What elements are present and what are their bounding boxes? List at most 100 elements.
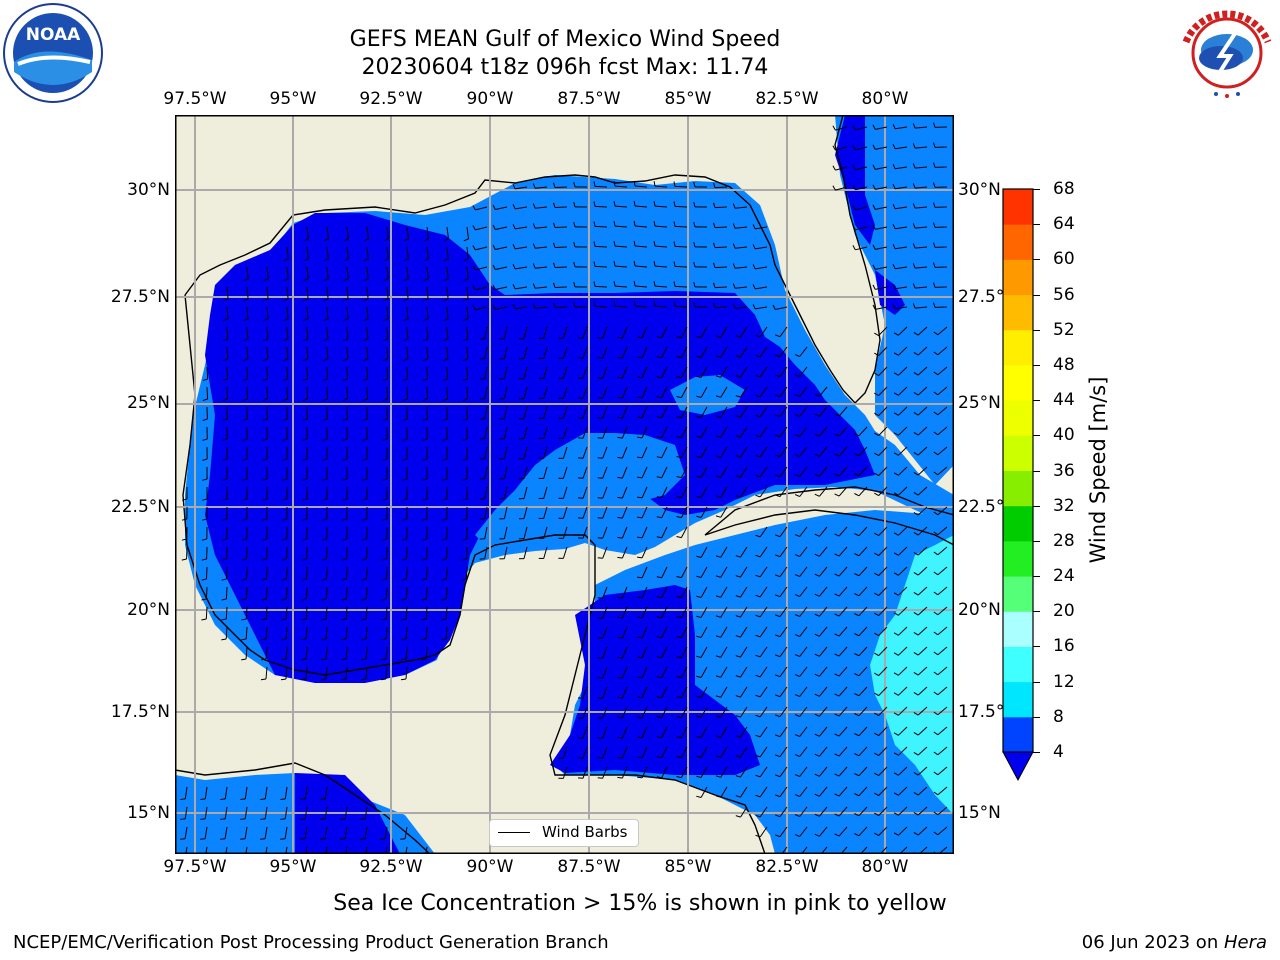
wind-barb — [759, 606, 768, 618]
wind-barb — [286, 386, 289, 400]
wind-barb-flag — [735, 655, 741, 658]
lat-tick-right: 27.5° — [958, 287, 1005, 307]
wind-barb-flag — [755, 834, 761, 838]
wind-barb-flag — [874, 772, 879, 777]
wind-barb — [878, 746, 888, 756]
wind-barb — [543, 506, 548, 519]
wind-barb — [875, 246, 888, 250]
wind-barb — [858, 446, 868, 457]
wind-barb — [937, 726, 948, 736]
wind-barb-flag — [794, 574, 800, 577]
wind-barb-flag — [597, 337, 603, 339]
wind-barb — [503, 506, 508, 519]
wind-barb-flag — [380, 838, 386, 840]
wind-barb — [543, 406, 548, 419]
wind-barb-flag — [462, 418, 468, 421]
wind-barb-flag — [775, 574, 781, 578]
wind-barb-flag — [874, 472, 879, 477]
wind-barb — [779, 446, 788, 457]
wind-barb-flag — [713, 282, 716, 288]
colorbar-bin — [1003, 364, 1033, 401]
lat-tick-left: 27.5°N — [110, 287, 170, 307]
wind-barb — [225, 586, 228, 600]
wind-barb-flag — [222, 458, 228, 461]
wind-barb — [446, 346, 449, 360]
wind-barb — [344, 806, 348, 819]
wind-barb — [855, 206, 868, 211]
wind-barb — [543, 486, 548, 499]
wind-barb-flag — [696, 715, 702, 718]
wind-barb-flag — [653, 261, 656, 267]
wind-barb-flag — [834, 473, 840, 477]
wind-barb — [385, 586, 388, 600]
wind-barb — [895, 246, 908, 250]
wind-barb — [641, 726, 648, 739]
wind-barb-flag — [282, 438, 288, 441]
wind-barb — [641, 746, 648, 759]
wind-barb — [562, 766, 568, 779]
wind-barb-flag — [693, 201, 696, 208]
wind-barb — [386, 326, 389, 340]
wind-barb — [740, 446, 748, 458]
wind-barb — [937, 406, 948, 416]
wind-barb-flag — [814, 693, 820, 697]
wind-barb — [523, 506, 528, 519]
wind-barb — [484, 546, 488, 559]
wind-barb — [799, 586, 808, 597]
wind-barb — [562, 386, 568, 399]
colorbar — [1002, 188, 1034, 782]
wind-barb-flag — [302, 358, 308, 362]
wind-barb — [799, 686, 808, 697]
wind-barb — [484, 406, 488, 419]
wind-barb-flag — [874, 532, 879, 537]
wind-barb-flag — [794, 594, 800, 597]
wind-barb — [720, 346, 728, 358]
wind-barb — [838, 606, 848, 617]
lon-tick-top: 92.5°W — [359, 89, 423, 109]
wind-barb-flag — [775, 474, 781, 478]
wind-barb-flag — [696, 415, 702, 418]
wind-barb — [759, 426, 768, 438]
wind-barb — [654, 185, 668, 188]
wind-barb-flag — [617, 756, 623, 759]
wind-barb-flag — [854, 793, 860, 797]
wind-barb — [602, 586, 608, 599]
wind-barb-flag — [872, 284, 876, 290]
wind-barb-flag — [462, 498, 468, 501]
wind-barb — [917, 426, 928, 436]
wind-barb-flag — [775, 434, 781, 438]
wind-barb-flag — [423, 298, 429, 302]
wind-barb-flag — [200, 818, 206, 820]
wind-barb-flag — [463, 298, 469, 302]
wind-barb-flag — [223, 338, 229, 342]
wind-barb — [466, 286, 469, 299]
wind-barb — [602, 366, 608, 379]
wind-barb — [759, 766, 768, 778]
wind-barb-flag — [302, 378, 308, 381]
wind-barb-flag — [262, 418, 268, 421]
wind-barb-flag — [656, 616, 662, 619]
wind-barb — [384, 826, 388, 839]
wind-barb-flag — [794, 554, 800, 557]
wind-barb — [366, 566, 368, 580]
wind-barb-flag — [755, 814, 761, 818]
wind-barb — [779, 546, 788, 557]
wind-barb-flag — [872, 304, 876, 310]
wind-barb — [740, 406, 748, 418]
wind-barb-flag — [423, 258, 429, 262]
wind-barb — [475, 246, 488, 251]
lon-tick-bottom: 95°W — [269, 857, 317, 877]
wind-barb — [602, 506, 608, 519]
colorbar-bin — [1003, 611, 1033, 647]
wind-barb-flag — [872, 184, 876, 190]
wind-barb-flag — [755, 794, 761, 798]
colorbar-tick-label: 40 — [1053, 425, 1075, 446]
wind-barb — [720, 726, 728, 738]
wind-barb — [621, 606, 628, 619]
wind-barb-flag — [933, 302, 936, 308]
wind-barb — [306, 266, 309, 279]
atlantic-water-low2 — [875, 270, 905, 315]
wind-barb-flag — [201, 538, 207, 541]
wind-barb-flag — [735, 575, 741, 578]
wind-barb-flag — [912, 163, 916, 169]
